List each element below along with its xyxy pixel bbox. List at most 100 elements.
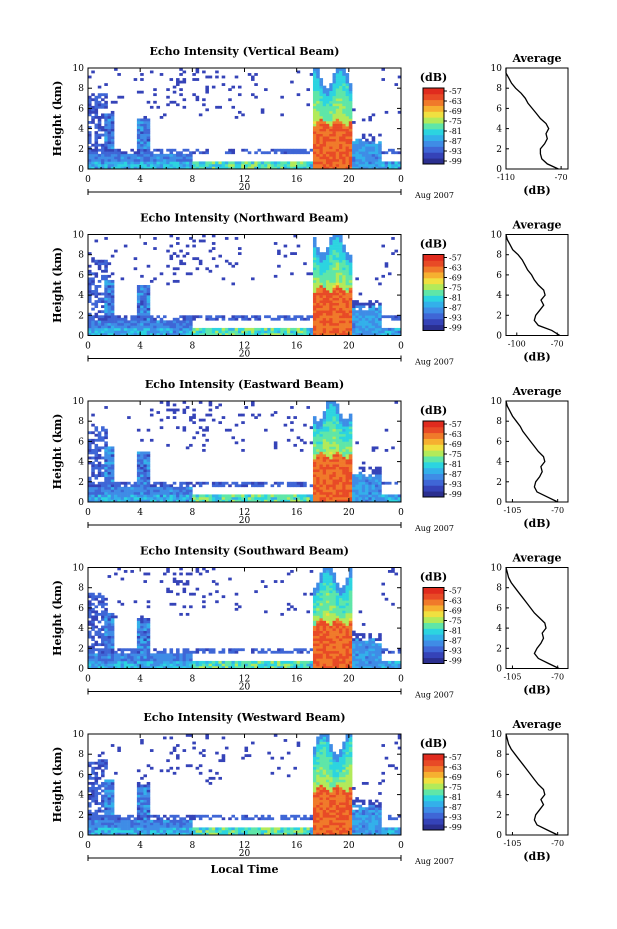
heatmap-cell: [192, 663, 196, 667]
heatmap-cell: [166, 494, 170, 498]
heatmap-cell: [114, 650, 118, 654]
heatmap-cell: [176, 658, 180, 662]
heatmap-cell: [169, 489, 174, 493]
heatmap-cell: [146, 481, 151, 485]
heatmap-cell: [195, 587, 200, 591]
heatmap-cell: [228, 650, 232, 654]
heatmap-cell: [107, 471, 112, 475]
heatmap-cell: [319, 136, 324, 139]
heatmap-cell: [117, 663, 121, 667]
heatmap-cell: [202, 98, 206, 102]
heatmap-cell: [172, 496, 177, 500]
heatmap-cell: [361, 143, 366, 147]
heatmap-cell: [192, 73, 196, 76]
heatmap-cell: [211, 163, 216, 167]
heatmap-cell: [316, 623, 320, 626]
heatmap-cell: [312, 80, 317, 84]
heatmap-cell: [114, 315, 118, 319]
heatmap-cell: [143, 115, 147, 119]
heatmap-cell: [140, 620, 144, 624]
heatmap-cell: [241, 315, 245, 319]
heatmap-cell: [326, 474, 330, 478]
heatmap-cell: [97, 118, 102, 122]
heatmap-cell: [101, 259, 105, 263]
heatmap-cell: [329, 577, 333, 581]
heatmap-cell: [322, 151, 327, 155]
heatmap-cell: [299, 481, 304, 485]
heatmap-cell: [114, 494, 118, 498]
heatmap-cell: [348, 494, 353, 498]
heatmap-cell: [329, 151, 333, 155]
heatmap-cell: [358, 312, 363, 316]
heatmap-cell: [241, 438, 245, 442]
heatmap-cell: [387, 499, 392, 503]
heatmap-cell: [335, 443, 340, 447]
heatmap-cell: [283, 151, 288, 155]
heatmap-cell: [172, 325, 177, 329]
heatmap-cell: [348, 446, 353, 450]
heatmap-cell: [348, 257, 353, 261]
heatmap-cell: [322, 570, 327, 573]
heatmap-cell: [185, 322, 190, 326]
heatmap-cell: [104, 322, 108, 326]
heatmap-cell: [133, 327, 138, 331]
heatmap-cell: [110, 121, 115, 124]
heatmap-cell: [361, 496, 366, 500]
heatmap-cell: [257, 484, 262, 488]
heatmap-cell: [332, 244, 337, 248]
heatmap-cell: [319, 469, 324, 472]
heatmap-cell: [345, 315, 350, 319]
heatmap-cell: [88, 272, 92, 276]
heatmap-cell: [143, 486, 147, 490]
heatmap-cell: [94, 300, 99, 303]
heatmap-cell: [192, 151, 196, 155]
heatmap-cell: [378, 322, 382, 326]
heatmap-cell: [107, 620, 112, 624]
heatmap-cell: [169, 590, 174, 594]
heatmap-cell: [277, 315, 281, 319]
heatmap-cell: [312, 597, 317, 601]
heatmap-cell: [368, 158, 372, 162]
heatmap-cell: [114, 658, 118, 662]
heatmap-cell: [260, 332, 265, 336]
heatmap-cell: [283, 496, 288, 500]
heatmap-cell: [130, 163, 134, 167]
heatmap-cell: [361, 163, 366, 167]
heatmap-cell: [326, 161, 330, 165]
heatmap-cell: [254, 648, 258, 652]
heatmap-cell: [101, 605, 105, 609]
heatmap-cell: [133, 163, 138, 167]
heatmap-cell: [179, 486, 183, 490]
heatmap-cell: [355, 153, 359, 157]
heatmap-cell: [88, 655, 92, 659]
heatmap-cell: [234, 650, 239, 654]
heatmap-cell: [361, 479, 366, 483]
heatmap-cell: [267, 663, 271, 667]
heatmap-cell: [169, 244, 174, 248]
heatmap-cell: [221, 665, 226, 669]
heatmap-cell: [254, 416, 258, 419]
heatmap-cell: [114, 148, 118, 152]
heatmap-cell: [153, 100, 157, 104]
heatmap-cell: [378, 302, 382, 306]
heatmap-cell: [316, 663, 320, 667]
heatmap-cell: [101, 163, 105, 167]
heatmap-cell: [348, 93, 353, 97]
heatmap-cell: [322, 653, 327, 657]
heatmap-cell: [316, 436, 320, 440]
heatmap-cell: [335, 110, 340, 114]
heatmap-cell: [133, 161, 138, 165]
heatmap-cell: [104, 264, 108, 268]
heatmap-cell: [146, 625, 151, 629]
heatmap-cell: [264, 163, 268, 167]
heatmap-cell: [329, 469, 333, 472]
colorbar-swatch: [423, 254, 444, 261]
heatmap-cell: [332, 421, 337, 425]
heatmap-cell: [257, 494, 262, 498]
heatmap-cell: [169, 491, 174, 495]
heatmap-cell: [136, 466, 141, 470]
heatmap-cell: [332, 290, 337, 293]
heatmap-cell: [110, 113, 115, 117]
heatmap-cell: [339, 85, 343, 89]
heatmap-cell: [162, 653, 167, 657]
